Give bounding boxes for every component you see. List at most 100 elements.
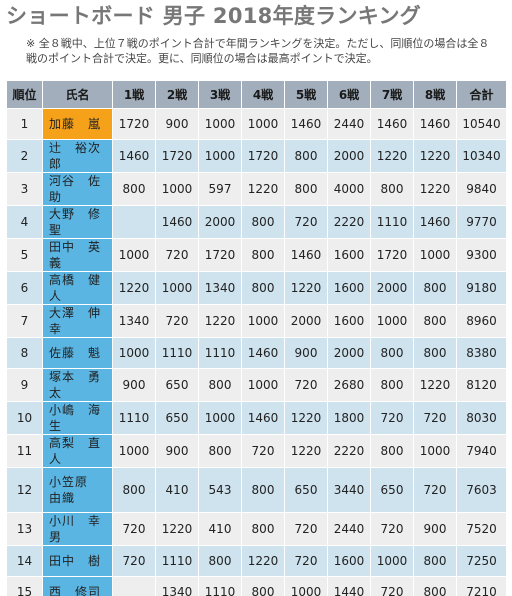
score-cell-round-1: 720 <box>112 512 156 546</box>
score-cell-round-5: 720 <box>284 545 328 577</box>
score-cell-round-5: 1000 <box>284 576 328 596</box>
score-cell-round-6: 1440 <box>327 576 371 596</box>
score-cell-round-4: 1000 <box>241 368 285 402</box>
name-cell: 佐藤 魁 <box>42 337 113 369</box>
header-round-3: 3戦 <box>198 80 242 109</box>
score-cell-round-2: 650 <box>155 368 199 402</box>
score-cell-round-4: 1220 <box>241 545 285 577</box>
score-cell-round-2: 1000 <box>155 271 199 305</box>
score-cell-round-2: 410 <box>155 467 199 513</box>
score-cell-round-6: 2000 <box>327 139 371 173</box>
rank-cell: 2 <box>6 139 43 173</box>
rank-cell: 6 <box>6 271 43 305</box>
score-cell-round-6: 4000 <box>327 172 371 206</box>
athlete-name: 大野 修聖 <box>49 207 102 237</box>
score-cell-round-6: 2440 <box>327 512 371 546</box>
score-cell-round-7: 1460 <box>370 108 414 140</box>
score-cell-round-6: 1600 <box>327 545 371 577</box>
athlete-name: 西 修司 <box>49 585 102 596</box>
total-cell: 7520 <box>456 512 507 546</box>
rank-cell: 11 <box>6 434 43 468</box>
score-cell-round-1: 800 <box>112 172 156 206</box>
score-cell-round-3: 1110 <box>198 337 242 369</box>
name-cell: 西 修司 <box>42 576 113 596</box>
total-cell: 8030 <box>456 401 507 435</box>
score-cell-round-1: 720 <box>112 545 156 577</box>
score-cell-round-8: 1460 <box>413 205 457 239</box>
score-cell-round-3: 1000 <box>198 401 242 435</box>
score-cell-round-1: 1460 <box>112 139 156 173</box>
table-row: 3 河谷 佐助 800 1000 597 1220 800 4000 800 1220 9840 <box>6 172 507 206</box>
name-cell: 高梨 直人 <box>42 434 113 468</box>
table-row: 12 小笠原 由織 800 410 543 800 650 3440 650 720 7603 <box>6 467 507 513</box>
score-cell-round-3: 800 <box>198 368 242 402</box>
total-cell: 9180 <box>456 271 507 305</box>
score-cell-round-7: 800 <box>370 368 414 402</box>
table-row: 10 小嶋 海生 1110 650 1000 1460 1220 1800 720 720 8030 <box>6 401 507 435</box>
table-header-row: 順位 氏名 1戦 2戦 3戦 4戦 5戦 6戦 7戦 8戦 合計 <box>6 80 507 109</box>
score-cell-round-5: 720 <box>284 205 328 239</box>
score-cell-round-2: 1220 <box>155 512 199 546</box>
header-round-2: 2戦 <box>155 80 199 109</box>
score-cell-round-2: 720 <box>155 304 199 338</box>
total-cell: 9770 <box>456 205 507 239</box>
score-cell-round-7: 720 <box>370 576 414 596</box>
score-cell-round-7: 1110 <box>370 205 414 239</box>
header-round-7: 7戦 <box>370 80 414 109</box>
header-round-8: 8戦 <box>413 80 457 109</box>
table-row: 14 田中 樹 720 1110 800 1220 720 1600 1000 800 7250 <box>6 545 507 577</box>
score-cell-round-1: 1000 <box>112 434 156 468</box>
athlete-name: 小嶋 海生 <box>49 403 102 433</box>
score-cell-round-6: 1800 <box>327 401 371 435</box>
score-cell-round-5: 1220 <box>284 401 328 435</box>
table-row: 1 加藤 嵐 1720 900 1000 1000 1460 2440 1460 1460 1054… <box>6 108 507 140</box>
header-name: 氏名 <box>42 80 113 109</box>
table-row: 15 西 修司 1340 1110 800 1000 1440 720 800 7210 <box>6 576 507 596</box>
name-cell: 高橋 健人 <box>42 271 113 305</box>
rank-cell: 8 <box>6 337 43 369</box>
score-cell-round-7: 720 <box>370 401 414 435</box>
athlete-name: 田中 樹 <box>49 554 102 568</box>
score-cell-round-5: 1460 <box>284 108 328 140</box>
name-cell: 小笠原 由織 <box>42 467 113 513</box>
total-cell: 8120 <box>456 368 507 402</box>
score-cell-round-2: 1110 <box>155 337 199 369</box>
name-cell: 加藤 嵐 <box>42 108 113 140</box>
rank-cell: 15 <box>6 576 43 596</box>
score-cell-round-8: 720 <box>413 467 457 513</box>
header-round-6: 6戦 <box>327 80 371 109</box>
score-cell-round-2: 1720 <box>155 139 199 173</box>
name-cell: 小川 幸男 <box>42 512 113 546</box>
score-cell-round-1: 1000 <box>112 238 156 272</box>
score-cell-round-3: 800 <box>198 434 242 468</box>
score-cell-round-1 <box>112 576 156 596</box>
rank-cell: 10 <box>6 401 43 435</box>
score-cell-round-8: 720 <box>413 401 457 435</box>
score-cell-round-7: 720 <box>370 512 414 546</box>
score-cell-round-8: 1220 <box>413 139 457 173</box>
score-cell-round-8: 1220 <box>413 368 457 402</box>
score-cell-round-3: 2000 <box>198 205 242 239</box>
score-cell-round-4: 1000 <box>241 304 285 338</box>
score-cell-round-8: 900 <box>413 512 457 546</box>
score-cell-round-3: 1000 <box>198 108 242 140</box>
score-cell-round-4: 800 <box>241 576 285 596</box>
score-cell-round-5: 720 <box>284 512 328 546</box>
total-cell: 7940 <box>456 434 507 468</box>
score-cell-round-8: 1460 <box>413 108 457 140</box>
score-cell-round-6: 1600 <box>327 304 371 338</box>
header-rank: 順位 <box>6 80 43 109</box>
score-cell-round-8: 800 <box>413 304 457 338</box>
name-cell: 塚本 勇太 <box>42 368 113 402</box>
score-cell-round-5: 1220 <box>284 434 328 468</box>
score-cell-round-1 <box>112 205 156 239</box>
score-cell-round-3: 1000 <box>198 139 242 173</box>
score-cell-round-7: 650 <box>370 467 414 513</box>
score-cell-round-6: 2220 <box>327 434 371 468</box>
score-cell-round-2: 1460 <box>155 205 199 239</box>
score-cell-round-3: 1340 <box>198 271 242 305</box>
athlete-name: 高梨 直人 <box>49 436 102 466</box>
ranking-table-body: 1 加藤 嵐 1720 900 1000 1000 1460 2440 1460 1460 1054… <box>6 108 507 596</box>
athlete-name: 加藤 嵐 <box>49 117 102 131</box>
score-cell-round-8: 1220 <box>413 172 457 206</box>
